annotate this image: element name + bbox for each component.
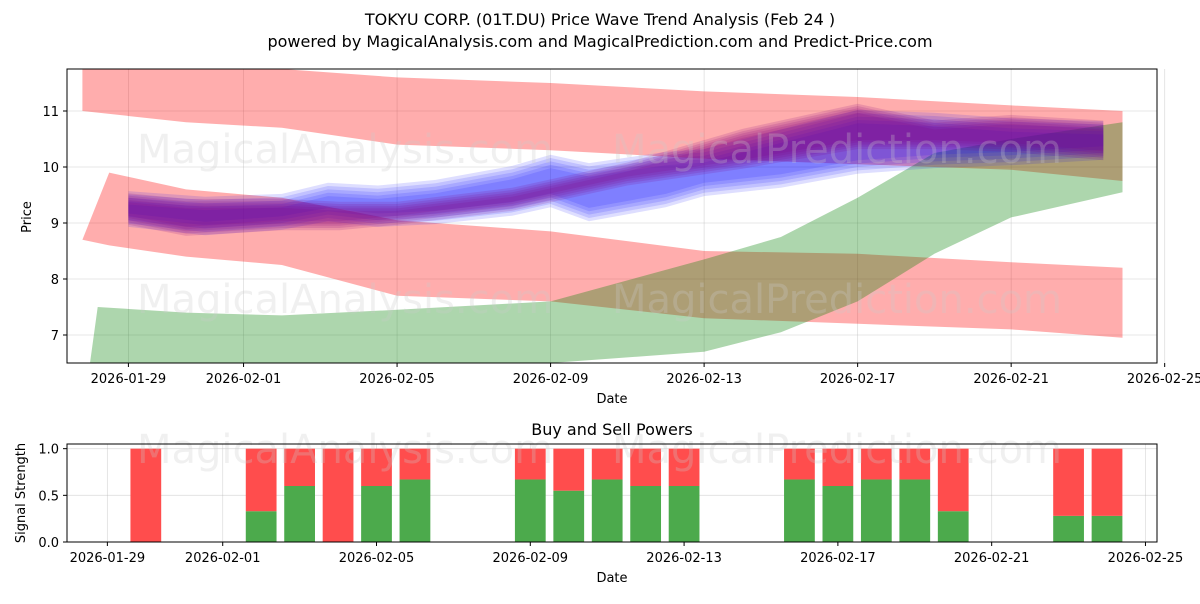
watermark: MagicalAnalysis.com <box>137 277 553 323</box>
x-tick-label: 2026-02-17 <box>820 372 896 387</box>
x-tick-label: 2026-02-09 <box>493 551 569 566</box>
blue-wave <box>128 123 1104 236</box>
sell-bar <box>784 448 815 480</box>
x-tick-label: 2026-02-13 <box>666 372 742 387</box>
x-tick-label: 2026-02-05 <box>339 551 415 566</box>
signal-x-ticks: 2026-01-29 2026-02-01 2026-02-05 2026-02-09… <box>70 542 1184 566</box>
buy-bar <box>284 486 315 542</box>
chart-subtitle: powered by MagicalAnalysis.com and Magic… <box>267 32 932 51</box>
buy-bar <box>822 486 854 542</box>
sell-bar <box>1053 448 1084 516</box>
buy-bar <box>668 486 700 542</box>
purple-wave <box>128 103 1104 227</box>
x-tick-label: 2026-02-01 <box>206 372 282 387</box>
sell-bar <box>860 448 892 480</box>
x-tick-label: 2026-02-17 <box>800 551 876 566</box>
buy-bar <box>937 511 969 542</box>
sell-bar <box>322 448 354 542</box>
upper-red-band <box>82 69 1123 181</box>
y-tick-label: 0.5 <box>38 489 59 504</box>
x-tick-label: 2026-02-01 <box>185 551 261 566</box>
sell-bar <box>553 448 585 491</box>
y-tick-label: 0.0 <box>38 536 59 551</box>
sell-bar <box>399 448 431 480</box>
sell-bar <box>245 448 277 512</box>
y-tick-label: 8 <box>51 273 59 288</box>
x-tick-label: 2026-01-29 <box>70 551 146 566</box>
blue-wave <box>128 113 1104 226</box>
buy-bar <box>1091 515 1123 542</box>
signal-plot-frame <box>66 443 1158 543</box>
buy-bar <box>553 490 585 542</box>
sell-bar <box>937 448 969 512</box>
price-x-ticks: 2026-01-29 2026-02-01 2026-02-05 2026-02-09… <box>91 363 1200 387</box>
sell-bar <box>591 448 623 480</box>
x-tick-label: 2026-02-09 <box>513 372 589 387</box>
buy-bar <box>860 479 892 542</box>
price-x-label: Date <box>596 392 627 407</box>
signal-bars <box>130 448 1123 542</box>
x-tick-label: 2026-01-29 <box>91 372 167 387</box>
x-tick-label: 2026-02-25 <box>1127 372 1200 387</box>
buy-bar <box>245 511 277 542</box>
blue-wave <box>128 120 1104 232</box>
watermark: MagicalAnalysis.com <box>137 127 553 173</box>
signal-y-ticks: 0.0 0.5 1.0 <box>38 443 67 551</box>
bar-chart-title: Buy and Sell Powers <box>531 420 693 439</box>
buy-bar <box>591 479 623 542</box>
y-tick-label: 11 <box>42 105 59 120</box>
purple-wave <box>128 112 1104 236</box>
purple-wave <box>128 106 1104 230</box>
green-band <box>90 122 1123 363</box>
watermark: MagicalPrediction.com <box>612 427 1062 473</box>
y-tick-label: 1.0 <box>38 443 59 458</box>
sell-bar <box>514 448 546 480</box>
sell-bar <box>284 448 315 486</box>
buy-bar <box>514 479 546 542</box>
x-tick-label: 2026-02-13 <box>646 551 722 566</box>
price-y-label: Price <box>20 201 35 233</box>
buy-bar <box>784 479 815 542</box>
watermark: MagicalPrediction.com <box>612 277 1062 323</box>
sell-bar <box>1091 448 1123 516</box>
sell-bar <box>822 448 854 486</box>
sell-bar <box>668 448 700 486</box>
price-plot-frame <box>66 68 1158 364</box>
sell-bar <box>130 448 162 542</box>
sell-bar <box>630 448 662 486</box>
y-tick-label: 7 <box>51 329 59 344</box>
purple-wave <box>128 110 1104 234</box>
buy-bar <box>899 479 931 542</box>
signal-watermarks: MagicalAnalysis.com MagicalPrediction.co… <box>137 427 1062 473</box>
y-tick-label: 10 <box>42 161 59 176</box>
sell-bar <box>899 448 931 480</box>
price-gridlines <box>67 69 1166 363</box>
sell-bar <box>361 448 392 486</box>
buy-bar <box>399 479 431 542</box>
buy-bar <box>630 486 662 542</box>
blue-wave <box>128 109 1104 222</box>
buy-bar <box>361 486 392 542</box>
chart-title: TOKYU CORP. (01T.DU) Price Wave Trend An… <box>364 10 835 29</box>
x-tick-label: 2026-02-25 <box>1108 551 1184 566</box>
buy-bar <box>1053 515 1084 542</box>
blue-wave <box>128 116 1104 229</box>
signal-x-label: Date <box>596 571 627 586</box>
y-tick-label: 9 <box>51 217 59 232</box>
price-bands <box>82 69 1123 363</box>
signal-y-label: Signal Strength <box>14 443 29 543</box>
lower-red-band <box>82 172 1123 338</box>
price-y-ticks: 7 8 9 10 11 <box>42 105 67 344</box>
watermark: MagicalPrediction.com <box>612 127 1062 173</box>
x-tick-label: 2026-02-21 <box>954 551 1030 566</box>
watermark: MagicalAnalysis.com <box>137 427 553 473</box>
x-tick-label: 2026-02-21 <box>973 372 1049 387</box>
price-watermarks: MagicalAnalysis.com MagicalPrediction.co… <box>137 127 1062 323</box>
x-tick-label: 2026-02-05 <box>359 372 435 387</box>
purple-wave <box>128 108 1104 232</box>
